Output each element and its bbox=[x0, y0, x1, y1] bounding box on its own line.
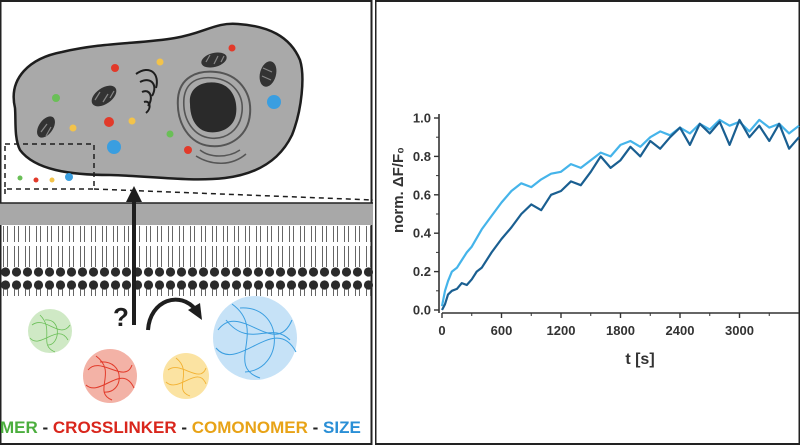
y-tick-label: 0.6 bbox=[413, 187, 431, 202]
polymer-red-blob bbox=[83, 349, 137, 403]
legend-monomer: MER bbox=[0, 418, 38, 437]
x-tick-label: 1800 bbox=[606, 323, 635, 338]
plot-area bbox=[440, 118, 800, 311]
legend-sep-1: - bbox=[38, 418, 53, 437]
y-tick-label: 1.0 bbox=[413, 111, 431, 126]
x-axis-label: t [s] bbox=[625, 351, 654, 368]
legend-sep-2: - bbox=[177, 418, 192, 437]
x-tick-label: 1200 bbox=[547, 323, 576, 338]
x-tick-label: 0 bbox=[438, 323, 445, 338]
y-tick-label: 0.4 bbox=[413, 226, 432, 241]
x-tick-label: 600 bbox=[491, 323, 513, 338]
y-tick-labels: 0.0 0.2 0.4 0.6 0.8 1.0 bbox=[413, 111, 432, 318]
property-legend: MER - CROSSLINKER - COMONOMER - SIZE bbox=[0, 418, 361, 437]
question-mark: ? bbox=[113, 302, 129, 332]
uptake-arrow bbox=[126, 186, 142, 325]
polymer-green-blob bbox=[28, 309, 72, 353]
y-axis-label: norm. ΔF/F₀ bbox=[390, 147, 407, 233]
golgi bbox=[135, 69, 158, 114]
zoom-particles bbox=[17, 173, 73, 183]
legend-comonomer: COMONOMER bbox=[192, 418, 308, 437]
rebound-arrow bbox=[146, 297, 202, 331]
mitochondria bbox=[37, 52, 277, 138]
schematic-panel: ? MER - CROSSLINKER - COMONOMER - SIZE bbox=[0, 0, 373, 445]
nucleus bbox=[176, 70, 252, 148]
zoom-box bbox=[4, 143, 373, 201]
cell-membrane bbox=[0, 202, 373, 296]
y-tick-label: 0.2 bbox=[413, 264, 431, 279]
cell bbox=[12, 22, 304, 181]
chart-panel: 0 600 1200 1800 2400 3000 0.0 0.2 0.4 0.6 0.8 1.0 … bbox=[375, 0, 800, 445]
cell-particles bbox=[52, 44, 281, 154]
series-line-1 bbox=[440, 118, 800, 307]
y-tick-label: 0.8 bbox=[413, 149, 431, 164]
polymer-yellow-blob bbox=[163, 353, 209, 399]
legend-crosslinker: CROSSLINKER bbox=[53, 418, 177, 437]
x-tick-labels: 0 600 1200 1800 2400 3000 bbox=[438, 323, 754, 338]
x-tick-label: 3000 bbox=[725, 323, 754, 338]
legend-sep-3: - bbox=[308, 418, 323, 437]
x-tick-label: 2400 bbox=[666, 323, 695, 338]
axes bbox=[434, 114, 799, 318]
polymer-blue-blob bbox=[213, 296, 297, 380]
series-line-2 bbox=[441, 118, 800, 311]
legend-size: SIZE bbox=[323, 418, 361, 437]
y-tick-label: 0.0 bbox=[413, 303, 431, 318]
